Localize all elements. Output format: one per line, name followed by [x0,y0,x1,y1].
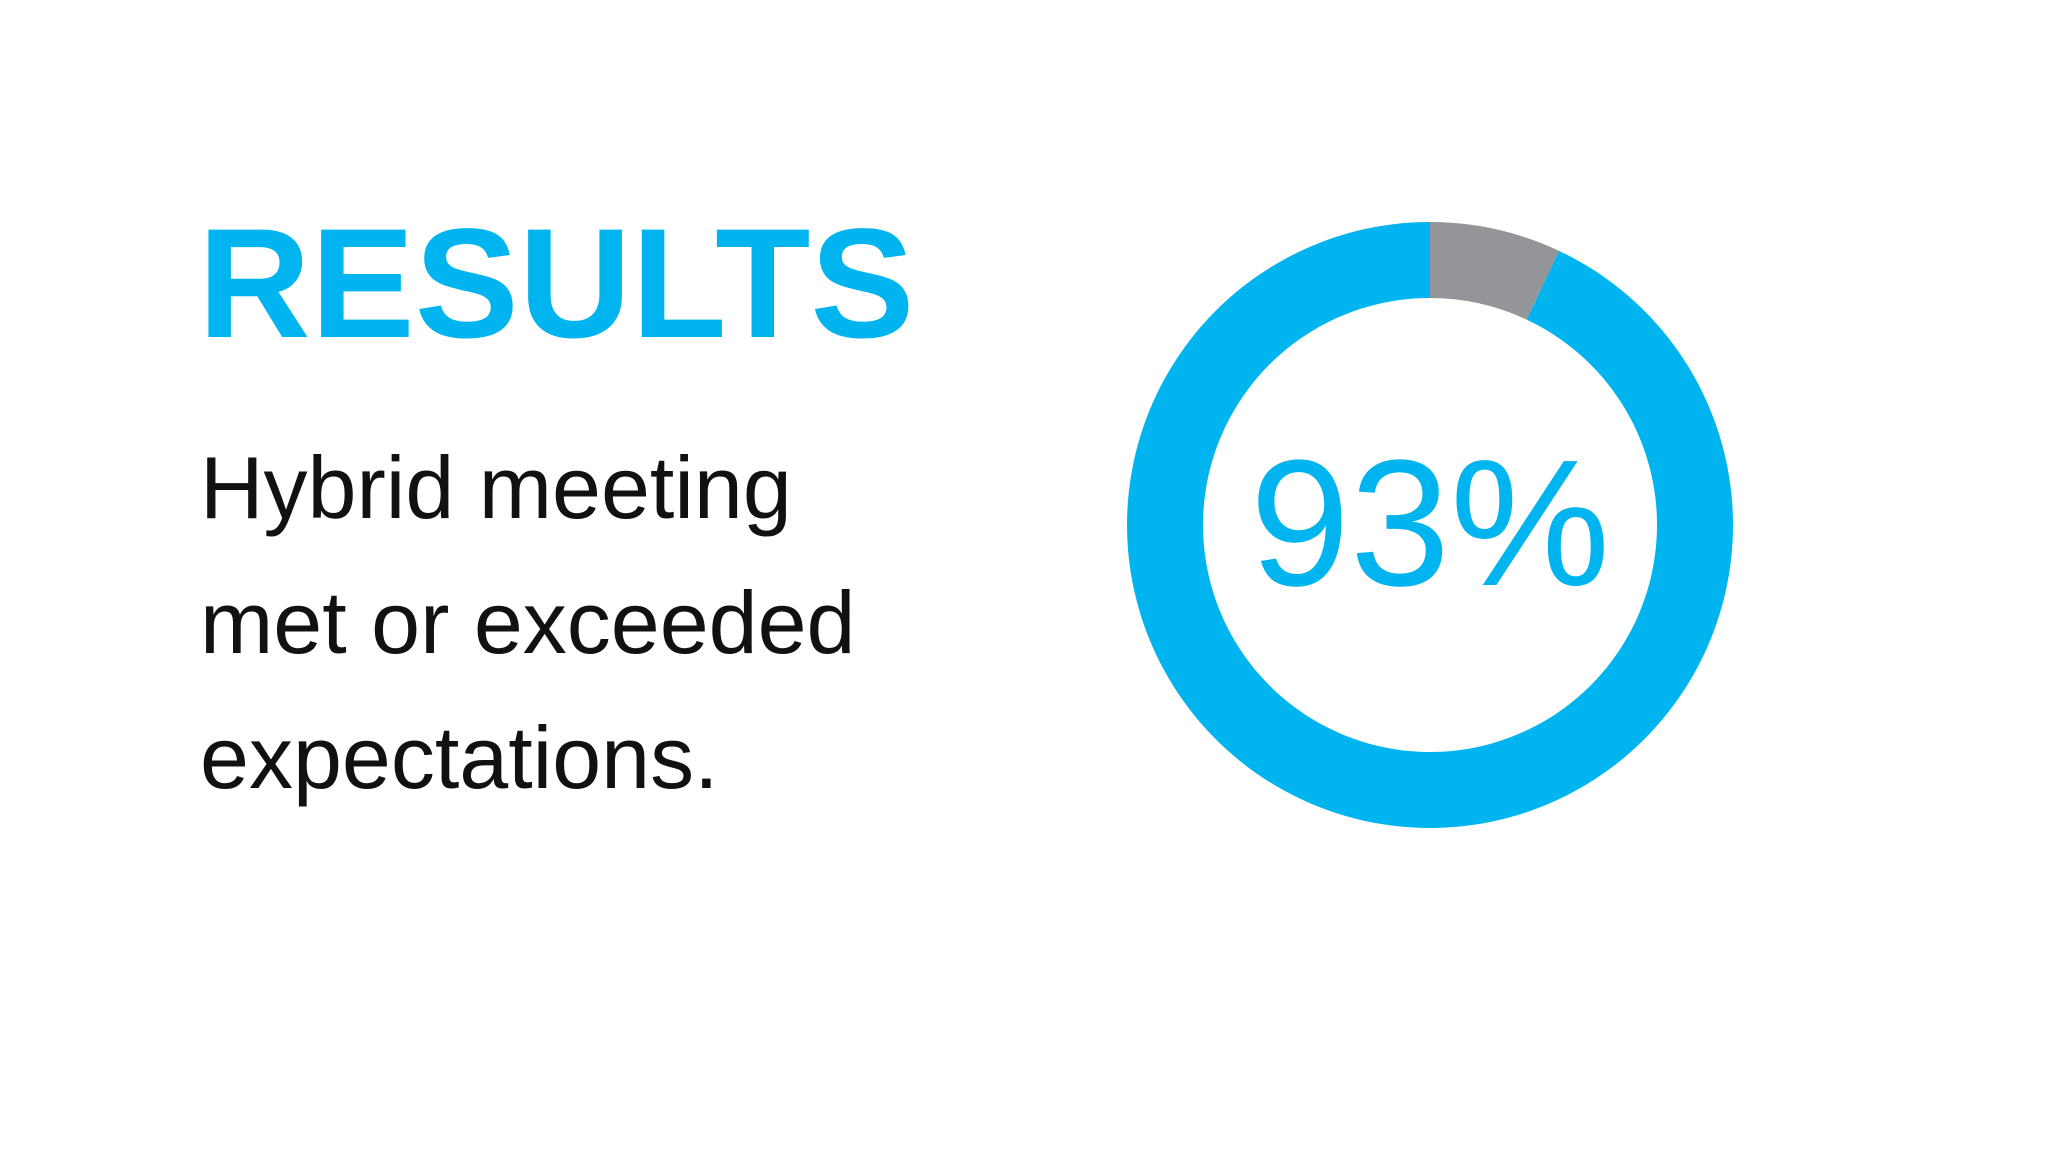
center-label: 93% [1250,423,1610,624]
donut-segment [1430,222,1560,320]
subtitle-line: met or exceeded [200,573,856,672]
subtitle-line: Hybrid meeting [200,438,792,537]
subtitle-line: expectations. [200,708,719,807]
chart-title: RESULTS [198,197,914,371]
